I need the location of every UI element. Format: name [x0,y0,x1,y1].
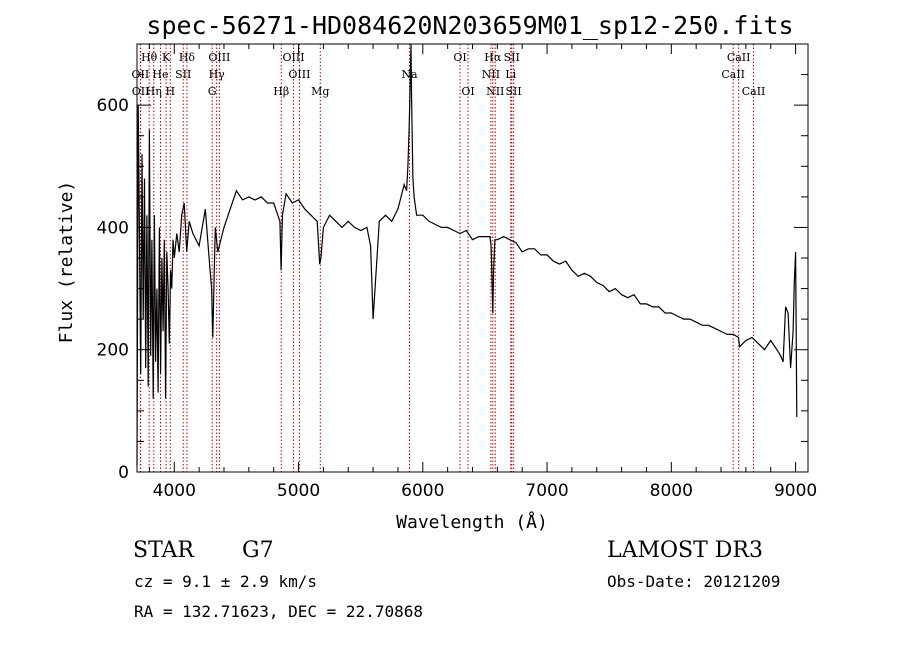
x-tick-label: 9000 [774,481,817,501]
y-tick-label: 200 [97,341,129,361]
marker-label: OI [453,51,466,64]
marker-label: CaII [727,51,751,64]
marker-label: Hγ [209,68,226,81]
x-tick-label: 7000 [525,481,568,501]
marker-label: Hθ [141,51,158,64]
marker-label: OI [461,85,474,98]
marker-lines [139,44,755,472]
marker-label: OIII [208,51,230,64]
y-tick-label: 400 [97,218,129,238]
marker-label: Hη [146,85,162,98]
marker-label: Mg [311,85,329,98]
x-tick-label: 8000 [650,481,693,501]
plot-frame [136,43,809,473]
marker-label: SII [506,85,522,98]
marker-label: K [162,51,171,64]
marker-label: NII [486,85,504,98]
marker-label: Na [401,68,418,81]
marker-label: CaII [742,85,766,98]
survey-name: LAMOST DR3 [607,538,763,563]
x-axis-label: Wavelength (Å) [396,511,548,533]
obs-date: Obs-Date: 20121209 [607,572,781,591]
marker-label: Hδ [179,51,196,64]
y-axis: 0 200 400 600 [97,43,808,483]
x-tick-label: 5000 [277,481,320,501]
x-axis: 4000 5000 6000 7000 8000 9000 [148,44,817,501]
marker-label: OIII [283,51,305,64]
marker-label: OII [132,85,150,98]
spectral-class: G7 [242,538,274,563]
x-tick-label: 4000 [153,481,196,501]
flux-line [136,43,798,466]
chart-title: spec-56271-HD084620N203659M01_sp12-250.f… [146,11,793,40]
marker-label: NII [482,68,500,81]
y-axis-label: Flux (relative) [56,181,77,344]
redshift-value: cz = 9.1 ± 2.9 km/s [134,572,318,591]
x-tick-label: 6000 [401,481,444,501]
marker-label: CaII [721,68,745,81]
marker-label: G [208,85,217,98]
marker-label: Hα [484,51,502,64]
marker-label: Li [505,68,516,81]
marker-label: Hβ [273,85,289,98]
marker-label: OIII [288,68,310,81]
marker-label: SII [175,68,191,81]
marker-label: He [152,68,168,81]
coordinates: RA = 132.71623, DEC = 22.70868 [134,602,423,621]
marker-label: SII [504,51,520,64]
y-tick-label: 600 [97,96,129,116]
object-type: STAR [133,538,194,563]
marker-label: H [166,85,176,98]
y-tick-label: 0 [118,463,129,483]
